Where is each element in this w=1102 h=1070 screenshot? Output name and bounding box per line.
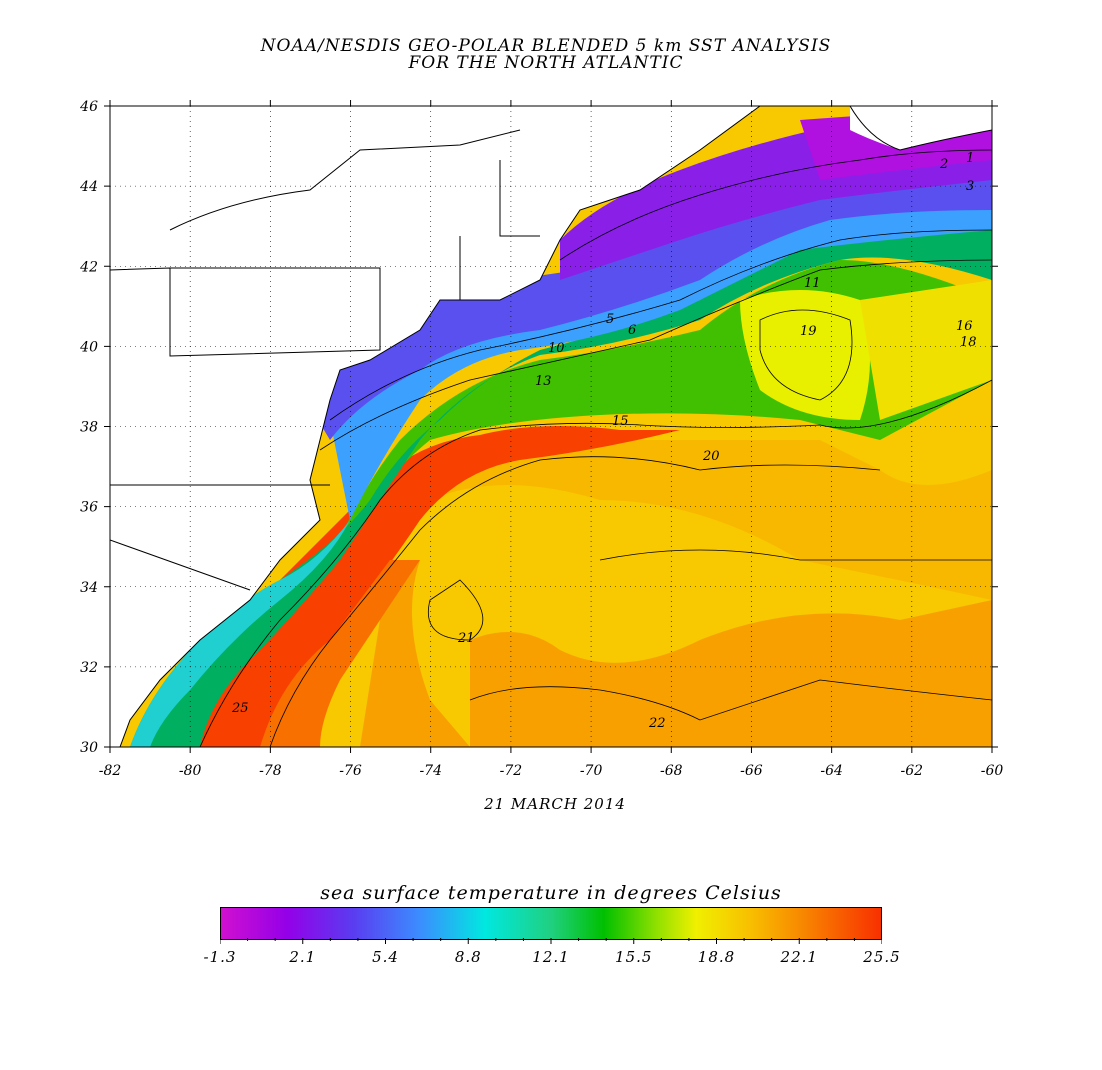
y-tick-label: 34	[80, 580, 98, 596]
colorbar-label: 25.5	[863, 948, 901, 966]
contour-label: 22	[648, 716, 666, 731]
coastline	[110, 106, 992, 747]
colorbar-label: 12.1	[532, 948, 570, 966]
x-tick-label: -70	[580, 763, 603, 779]
analysis-date: 21 MARCH 2014	[484, 795, 626, 813]
map-title-line1: NOAA/NESDIS GEO-POLAR BLENDED 5 km SST A…	[260, 36, 832, 56]
colorbar-label: 8.8	[454, 948, 482, 966]
sst-map: -82 -80 -78 -76 -74 -72 -70 -68 -66 -64 -62 -60 30 3…	[79, 99, 1004, 779]
y-tick-label: 40	[79, 339, 98, 355]
contour-label: 10	[548, 341, 565, 356]
colorbar-ticks	[220, 938, 882, 944]
contour-label: 20	[702, 449, 720, 464]
contour-label: 16	[956, 319, 973, 334]
x-tick-label: -74	[419, 763, 442, 779]
map-gridlines	[110, 106, 992, 747]
colorbar-label: 18.8	[697, 948, 736, 966]
contour-label: 5	[606, 312, 614, 327]
contour-label: 21	[457, 631, 475, 646]
colorbar-label: 2.1	[289, 948, 317, 966]
sst-field	[110, 106, 992, 747]
contour-label: 15	[612, 414, 629, 429]
colorbar-label: -1.3	[203, 948, 237, 966]
x-tick-label: -66	[740, 763, 763, 779]
colorbar-label: 15.5	[615, 948, 653, 966]
y-tick-label: 42	[79, 259, 98, 275]
x-tick-label: -82	[99, 763, 122, 779]
x-tick-label: -72	[500, 763, 523, 779]
y-tick-label: 38	[80, 420, 98, 436]
contour-label: 25	[231, 701, 249, 716]
isotherm-contours	[199, 149, 992, 747]
map-title-line2: FOR THE NORTH ATLANTIC	[408, 53, 684, 73]
contour-label: 3	[966, 179, 974, 194]
contour-label: 6	[628, 323, 636, 338]
contour-label: 18	[960, 335, 977, 350]
contour-label: 11	[804, 276, 821, 291]
contour-label: 1	[966, 151, 974, 166]
colorbar-title: sea surface temperature in degrees Celsi…	[320, 882, 782, 904]
x-axis-ticks: -82 -80 -78 -76 -74 -72 -70 -68 -66 -64 -62 -60	[99, 100, 1004, 779]
colorbar	[220, 907, 882, 940]
y-tick-label: 32	[80, 660, 98, 676]
contour-label: 13	[535, 374, 552, 389]
x-tick-label: -62	[901, 763, 924, 779]
colorbar-label: 22.1	[780, 948, 818, 966]
x-tick-label: -68	[660, 763, 683, 779]
x-tick-label: -76	[339, 763, 362, 779]
x-tick-label: -80	[179, 763, 202, 779]
x-tick-label: -64	[820, 763, 843, 779]
y-tick-label: 46	[79, 99, 98, 115]
contour-labels: 1 2 3 5 6 10 11 13 15 16 18 19 20 21 22 …	[231, 151, 977, 731]
contour-label: 2	[939, 157, 948, 172]
colorbar-label: 5.4	[372, 948, 399, 966]
contour-label: 19	[800, 324, 817, 339]
y-tick-label: 30	[80, 740, 98, 756]
x-tick-label: -60	[981, 763, 1004, 779]
y-tick-label: 44	[79, 179, 98, 195]
y-tick-label: 36	[80, 500, 98, 516]
x-tick-label: -78	[259, 763, 282, 779]
